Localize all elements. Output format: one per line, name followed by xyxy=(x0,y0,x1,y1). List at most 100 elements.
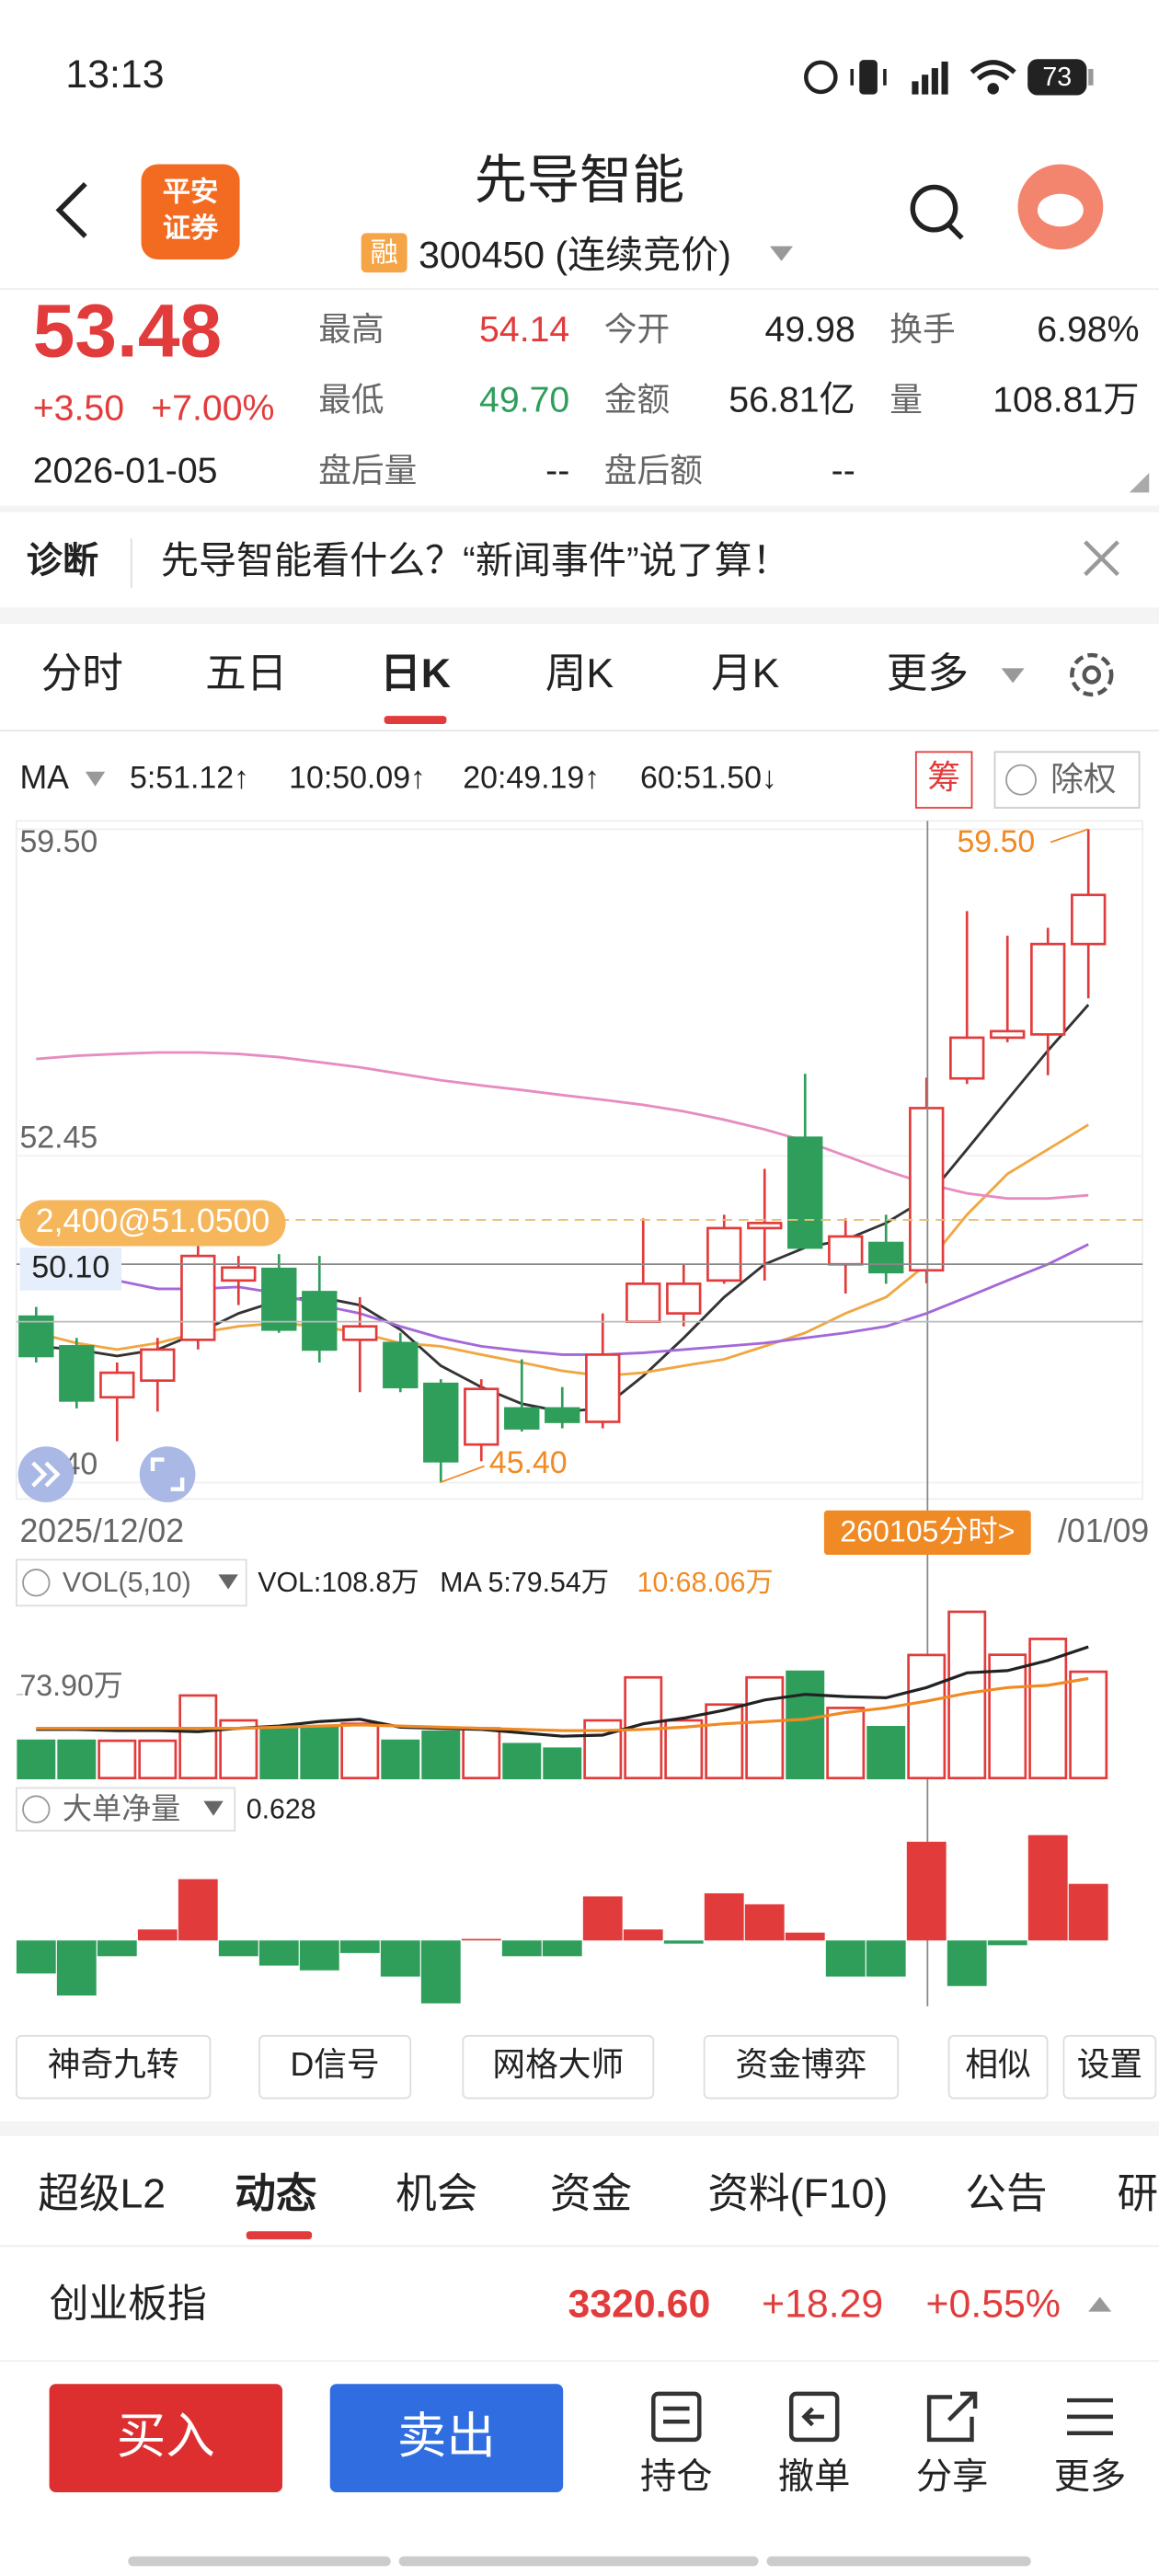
period-tab[interactable]: 月K xyxy=(711,651,780,696)
search-button[interactable] xyxy=(910,184,964,240)
cross-tag xyxy=(19,1248,122,1291)
intraday-text: 260105分时> xyxy=(840,1514,1015,1547)
volume-bar xyxy=(98,1739,137,1780)
order-tag[interactable] xyxy=(19,1200,286,1247)
volume-bar xyxy=(543,1747,582,1780)
candle-body xyxy=(99,1371,135,1399)
tool-button[interactable] xyxy=(15,2034,212,2099)
net-bar xyxy=(825,1940,866,1977)
stock-name: 先导智能 xyxy=(475,151,684,210)
net-bar xyxy=(582,1896,623,1941)
period-tab[interactable]: 周K xyxy=(545,651,614,696)
max-leader xyxy=(1050,828,1089,844)
volume-bar xyxy=(1069,1670,1108,1780)
net-bar xyxy=(178,1879,218,1941)
action-label[interactable]: 更多 xyxy=(1054,2456,1127,2497)
net-bar xyxy=(16,1940,56,1974)
more-dropdown[interactable] xyxy=(1001,668,1025,684)
status-time: 13:13 xyxy=(65,52,164,97)
tool-button[interactable] xyxy=(947,2034,1049,2099)
content-tab[interactable]: 资料(F10) xyxy=(707,2172,888,2217)
action-icons xyxy=(651,2391,1113,2443)
field-value: -- xyxy=(832,450,855,490)
ma-dropdown[interactable] xyxy=(85,771,106,787)
net-bar xyxy=(461,1938,501,1941)
intraday-button[interactable] xyxy=(823,1510,1031,1555)
tool-button[interactable] xyxy=(1062,2034,1157,2099)
field-label: 量 xyxy=(889,382,923,419)
net-bar xyxy=(1027,1834,1068,1941)
ma-legend-item: 20:49.19↑ xyxy=(463,761,600,796)
back-button[interactable] xyxy=(55,181,87,238)
notice-text[interactable]: 先导智能看什么？“新闻事件”说了算！ xyxy=(161,539,790,581)
gap xyxy=(0,505,1159,512)
min-label: 45.40 xyxy=(489,1445,568,1480)
logo-text: 证券 xyxy=(163,213,219,244)
content-tab[interactable]: 公告 xyxy=(965,2172,1047,2217)
net-selector[interactable] xyxy=(15,1787,236,1832)
content-tab[interactable]: 资金 xyxy=(550,2172,632,2217)
vol-dropdown xyxy=(218,1574,238,1590)
net-bar xyxy=(339,1940,380,1953)
candle-body xyxy=(464,1387,499,1446)
field-value: 49.70 xyxy=(479,380,569,420)
net-bar xyxy=(218,1940,258,1957)
sell-button[interactable] xyxy=(329,2384,564,2492)
settings-button[interactable] xyxy=(1070,652,1114,697)
action-label[interactable]: 撤单 xyxy=(778,2456,851,2497)
candle-body xyxy=(949,1036,985,1080)
content-tab[interactable]: 超级L2 xyxy=(38,2172,166,2217)
gap xyxy=(0,2121,1159,2136)
home-indicator xyxy=(128,2556,1031,2567)
tab-indicator xyxy=(246,2231,313,2240)
net-bar xyxy=(299,1940,339,1971)
tool-button[interactable] xyxy=(703,2034,900,2099)
vol-selector[interactable] xyxy=(15,1558,247,1607)
volume-bar xyxy=(57,1739,97,1780)
action-label[interactable]: 持仓 xyxy=(640,2456,713,2497)
ma-label[interactable]: MA xyxy=(19,759,69,796)
candle-body xyxy=(625,1282,661,1324)
tool-label: 相似 xyxy=(965,2046,1030,2083)
period-tab[interactable]: 分时 xyxy=(41,651,123,696)
ex-rights-button[interactable] xyxy=(993,751,1141,809)
status-icons xyxy=(804,60,1016,95)
sell-text: 卖出 xyxy=(397,2409,496,2464)
dropdown[interactable] xyxy=(770,246,793,261)
period-tab[interactable]: 更多 xyxy=(887,651,969,696)
battery-tip xyxy=(1088,68,1094,86)
volume-bar xyxy=(138,1739,178,1780)
content-tab[interactable]: 机会 xyxy=(396,2172,477,2217)
expand-index[interactable] xyxy=(1088,2296,1112,2312)
corner-mark xyxy=(1129,472,1150,493)
broker-logo[interactable] xyxy=(141,164,240,259)
ex-rights-text: 除权 xyxy=(1050,761,1116,798)
action-label[interactable]: 分享 xyxy=(916,2456,988,2497)
volume-bar xyxy=(300,1726,339,1780)
net-bar xyxy=(56,1940,97,1996)
field-label: 最低 xyxy=(318,382,384,419)
volume-bar xyxy=(462,1727,501,1780)
net-value: 0.628 xyxy=(247,1794,316,1824)
candle-body xyxy=(221,1266,257,1282)
chip-button[interactable] xyxy=(914,751,973,809)
y-tick-label: 59.50 xyxy=(19,824,98,859)
content-tab[interactable]: 动态 xyxy=(235,2172,317,2217)
vol-ma-line xyxy=(36,1676,1089,1732)
expand-button[interactable] xyxy=(139,1446,196,1502)
period-tab[interactable]: 五日 xyxy=(205,651,287,696)
candle-body xyxy=(140,1348,176,1382)
avatar-face xyxy=(1037,193,1084,227)
content-tab[interactable]: 研 xyxy=(1117,2172,1158,2217)
tool-button[interactable] xyxy=(258,2034,412,2099)
buy-button[interactable] xyxy=(49,2384,282,2492)
field-value: -- xyxy=(545,450,569,490)
close-notice[interactable] xyxy=(1084,540,1119,577)
field-label: 盘后额 xyxy=(604,452,703,489)
volume-bar xyxy=(17,1739,56,1780)
index-name[interactable]: 创业板指 xyxy=(50,2283,207,2327)
tool-button[interactable] xyxy=(462,2034,655,2099)
candle-body xyxy=(909,1107,945,1272)
period-tab[interactable]: 日K xyxy=(380,651,451,696)
collapse-button[interactable] xyxy=(17,1446,75,1502)
